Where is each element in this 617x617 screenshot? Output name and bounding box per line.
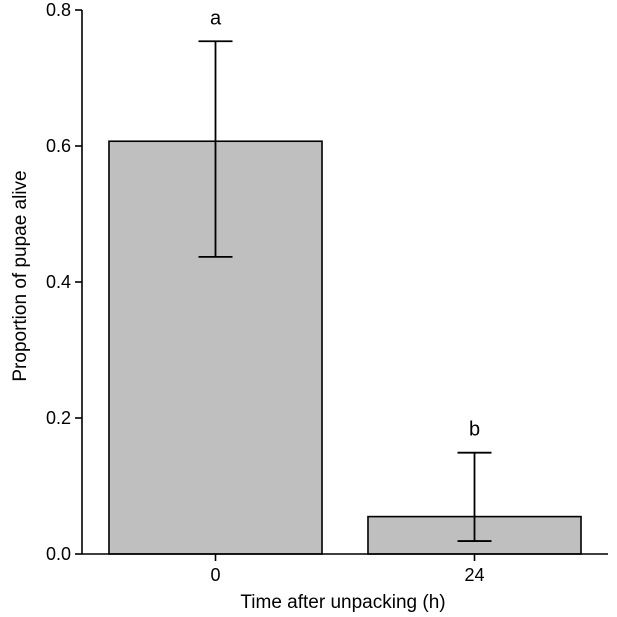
significance-letters: ab [210, 7, 480, 440]
significance-letter: a [210, 7, 222, 29]
x-tick-label: 24 [464, 565, 484, 585]
x-tick-label: 0 [210, 565, 220, 585]
y-tick-label: 0.0 [46, 544, 71, 564]
y-axis-title: Proportion of pupae alive [10, 170, 31, 381]
y-axis-ticks: 0.0 0.2 0.4 0.6 0.8 [46, 0, 82, 564]
y-tick-label: 0.4 [46, 272, 71, 292]
x-axis-title: Time after unpacking (h) [240, 592, 445, 613]
y-tick-label: 0.6 [46, 136, 71, 156]
significance-letter: b [469, 419, 480, 441]
error-bars [198, 40, 492, 542]
y-tick-label: 0.2 [46, 408, 71, 428]
y-tick-label: 0.8 [46, 0, 71, 20]
x-axis-ticks: 0 24 [210, 554, 485, 585]
bars [108, 140, 582, 555]
